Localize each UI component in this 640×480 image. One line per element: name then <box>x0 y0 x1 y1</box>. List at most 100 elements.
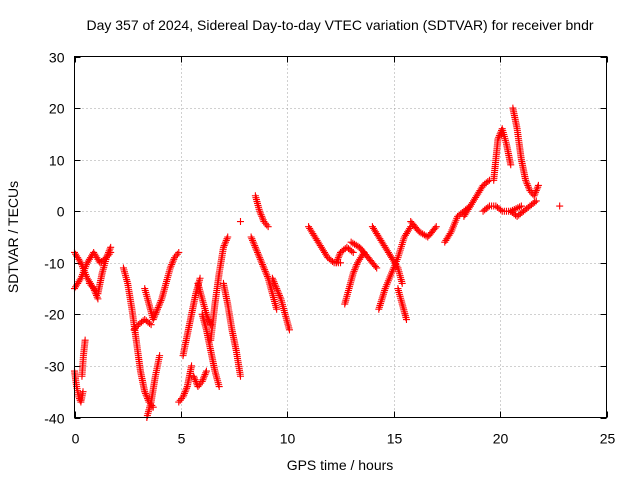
data-point <box>205 316 213 324</box>
data-point <box>494 135 502 143</box>
data-point <box>272 283 280 291</box>
data-point <box>556 202 564 210</box>
data-point <box>396 246 404 254</box>
data-point <box>143 393 151 401</box>
data-point <box>397 244 405 252</box>
data-point <box>191 376 199 384</box>
data-point <box>273 305 281 313</box>
data-point <box>202 367 210 375</box>
x-tick-label: 10 <box>280 431 296 447</box>
data-point <box>200 372 208 380</box>
data-point <box>263 221 271 229</box>
y-tick-label: 30 <box>49 50 65 66</box>
data-point <box>257 211 265 219</box>
data-point <box>179 393 187 401</box>
data-point <box>219 243 227 251</box>
data-point <box>379 292 387 300</box>
data-point <box>332 259 340 267</box>
data-point <box>105 247 113 255</box>
data-point <box>258 259 266 267</box>
data-point <box>532 197 540 205</box>
data-point <box>446 230 454 238</box>
data-point <box>156 300 164 308</box>
data-point <box>182 386 190 394</box>
data-point <box>224 233 232 241</box>
data-point <box>271 279 279 287</box>
x-tick-label: 0 <box>72 431 80 447</box>
y-tick-labels: -40 -30 -20 -10 0 10 20 30 <box>44 50 64 427</box>
data-point <box>333 257 341 265</box>
data-point <box>254 250 262 258</box>
data-point <box>432 223 440 231</box>
data-point <box>255 252 263 260</box>
data-point <box>371 262 379 270</box>
data-point <box>263 273 271 281</box>
data-point <box>274 288 282 296</box>
x-tick-label: 15 <box>387 431 403 447</box>
data-point <box>530 192 538 200</box>
data-point <box>133 322 141 330</box>
data-point <box>79 388 87 396</box>
data-point <box>249 236 257 244</box>
data-point <box>76 276 84 284</box>
data-point <box>157 297 165 305</box>
data-point <box>533 185 541 193</box>
data-point <box>269 276 277 284</box>
data-point <box>258 214 266 222</box>
data-point <box>375 303 383 311</box>
x-tick-label: 25 <box>600 431 616 447</box>
data-point <box>253 247 261 255</box>
data-point <box>534 181 542 189</box>
grid-lines <box>74 56 607 418</box>
data-point <box>376 301 384 309</box>
x-axis-label: GPS time / hours <box>287 457 394 473</box>
data-point <box>183 384 191 392</box>
data-point <box>531 190 539 198</box>
data-point <box>156 298 164 306</box>
data-point <box>335 252 343 260</box>
data-point <box>373 264 381 272</box>
data-point <box>484 178 492 186</box>
data-point <box>106 245 114 253</box>
y-tick-label: 20 <box>49 101 65 117</box>
data-point <box>168 259 176 267</box>
data-point <box>271 281 279 289</box>
data-point <box>495 132 503 140</box>
data-point <box>351 264 359 272</box>
data-point <box>517 202 525 210</box>
data-point <box>349 269 357 277</box>
data-point <box>93 293 101 301</box>
data-point <box>141 388 149 396</box>
data-point <box>353 261 361 269</box>
data-point <box>202 369 210 377</box>
data-point <box>350 267 358 275</box>
data-point <box>531 198 539 206</box>
data-point <box>497 206 505 214</box>
data-point <box>495 133 503 141</box>
data-point <box>200 374 208 382</box>
data-point <box>196 274 204 282</box>
data-point <box>375 305 383 313</box>
data-point <box>264 223 272 231</box>
data-point <box>81 336 89 344</box>
data-point <box>378 296 386 304</box>
data-point <box>406 224 414 232</box>
data-point <box>259 262 267 270</box>
data-point <box>107 243 115 251</box>
data-point <box>534 183 542 191</box>
data-point <box>102 254 110 262</box>
data-point <box>396 248 404 256</box>
data-point <box>398 279 406 287</box>
data-point <box>402 316 410 324</box>
data-point <box>223 235 231 243</box>
x-tick-label: 20 <box>493 431 509 447</box>
data-point <box>258 212 266 220</box>
data-point <box>198 377 206 385</box>
data-point <box>180 389 188 397</box>
data-point <box>222 236 230 244</box>
data-point <box>524 183 532 191</box>
data-point <box>334 254 342 262</box>
data-point <box>249 238 257 246</box>
y-axis-label: SDTVAR / TECUs <box>5 181 21 293</box>
